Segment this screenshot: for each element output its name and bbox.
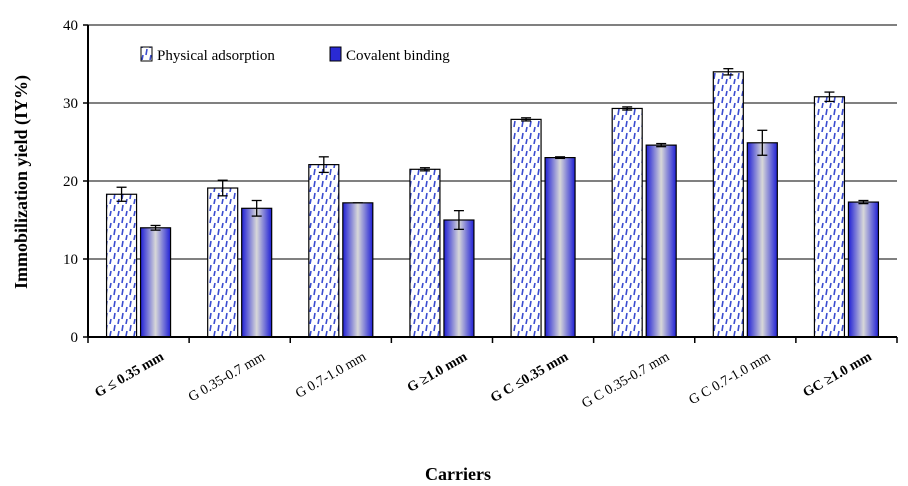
bar-covalent-binding xyxy=(746,142,778,338)
y-tick-label: 10 xyxy=(63,252,78,268)
bar-covalent-binding xyxy=(443,219,475,338)
x-category-label: G ≤ 0.35 mm xyxy=(92,349,166,401)
x-category-label: G ≥1.0 mm xyxy=(405,349,470,395)
x-category-label: G 0.35-0.7 mm xyxy=(186,349,268,405)
bar-physical-adsorption xyxy=(207,187,239,338)
x-category-label: G C ≤0.35 mm xyxy=(488,349,571,406)
x-category-label: G C 0.35-0.7 mm xyxy=(579,349,672,411)
bar-physical-adsorption xyxy=(409,168,441,338)
bar-covalent-binding xyxy=(241,207,273,338)
error-bars xyxy=(116,68,869,231)
legend-swatch-covalent xyxy=(329,46,342,62)
bar-covalent-binding xyxy=(847,201,880,338)
x-category-label: G C 0.7-1.0 mm xyxy=(687,349,774,408)
legend-label-covalent: Covalent binding xyxy=(346,48,450,64)
bar-covalent-binding xyxy=(139,227,172,338)
y-tick-label: 40 xyxy=(63,18,78,34)
bars xyxy=(105,71,880,338)
x-category-labels: G ≤ 0.35 mm G 0.35-0.7 mm G 0.7-1.0 mm G ≥1… xyxy=(92,349,874,411)
x-category-label: GC ≥1.0 mm xyxy=(801,349,875,400)
bar-covalent-binding xyxy=(342,202,374,338)
legend-swatch-physical xyxy=(140,46,153,62)
bar-physical-adsorption xyxy=(813,96,846,338)
bar-covalent-binding xyxy=(544,157,576,338)
bar-physical-adsorption xyxy=(510,118,542,338)
y-tick-label: 0 xyxy=(71,330,79,346)
y-tick-label: 20 xyxy=(63,174,78,190)
y-tick-label: 30 xyxy=(63,96,78,112)
y-axis-title: Immobilization yield (IY%) xyxy=(11,75,32,289)
legend-label-physical: Physical adsorption xyxy=(157,48,275,64)
bar-physical-adsorption xyxy=(712,71,744,338)
y-tick-labels: 0 10 20 30 40 xyxy=(63,18,88,346)
legend: Physical adsorption Covalent binding xyxy=(140,46,450,64)
bar-physical-adsorption xyxy=(105,193,138,338)
bar-physical-adsorption xyxy=(611,107,643,338)
bar-covalent-binding xyxy=(645,144,677,338)
x-axis-title: Carriers xyxy=(425,464,491,484)
bar-physical-adsorption xyxy=(308,164,340,338)
x-category-label: G 0.7-1.0 mm xyxy=(293,349,369,401)
